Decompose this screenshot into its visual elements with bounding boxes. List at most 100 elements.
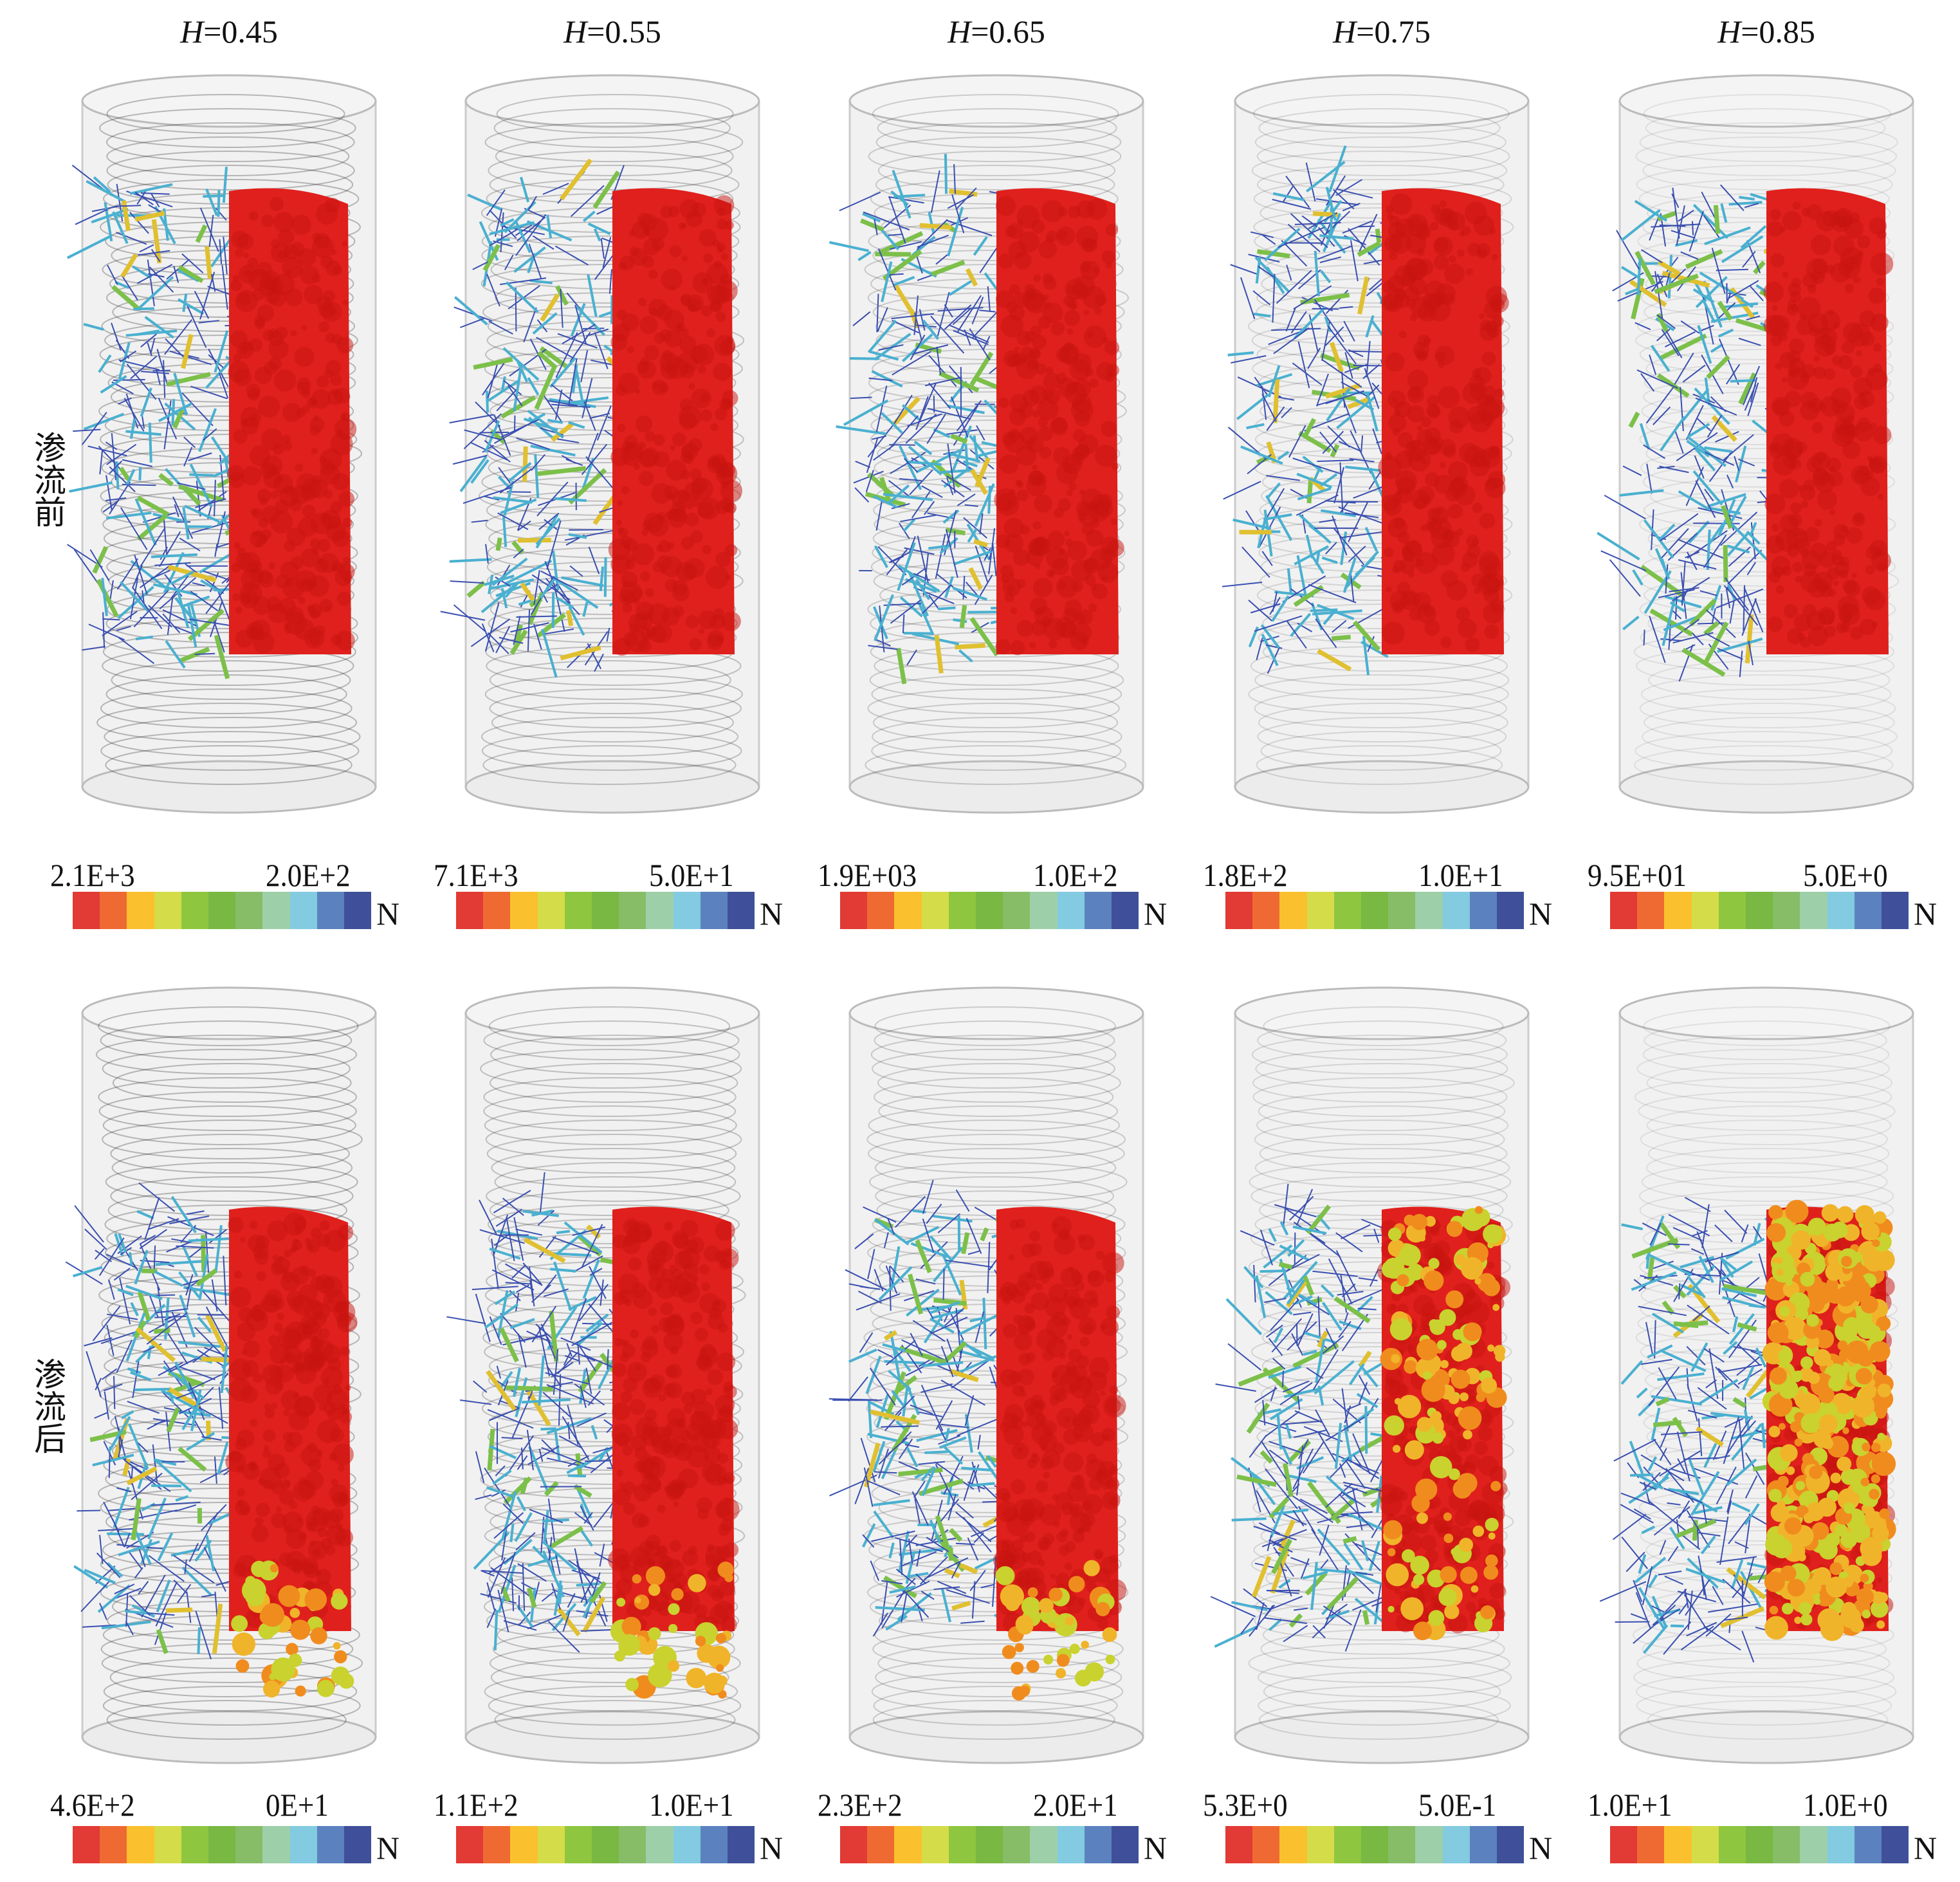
force-chain: [1710, 1412, 1753, 1420]
force-chain: [1342, 1536, 1357, 1544]
force-chain: [898, 1531, 910, 1573]
force-chain: [1641, 1526, 1656, 1535]
cylinder-panel: [440, 74, 760, 814]
force-chain: [113, 1587, 142, 1600]
eroded-particle: [1404, 1360, 1418, 1374]
particle: [282, 257, 304, 279]
particle: [1865, 368, 1888, 391]
force-chain: [934, 1461, 975, 1490]
particle: [717, 1419, 738, 1439]
force-chain: [859, 1332, 874, 1353]
force-chain: [554, 497, 587, 503]
particle: [691, 388, 711, 409]
force-chain: [1286, 1280, 1308, 1308]
force-chain: [940, 1499, 960, 1522]
particle: [690, 497, 700, 507]
particle: [621, 1343, 636, 1358]
force-chain: [1267, 1535, 1272, 1551]
particle: [633, 463, 640, 470]
force-chain: [1249, 1604, 1276, 1637]
force-chain: [508, 462, 532, 482]
force-chain: [1269, 1596, 1303, 1611]
particle: [1469, 1500, 1489, 1520]
particle: [651, 483, 672, 504]
particle: [1467, 544, 1481, 558]
force-chain: [1290, 213, 1328, 248]
force-chain: [522, 1563, 526, 1611]
force-chain: [968, 567, 983, 590]
force-chain: [188, 452, 212, 461]
force-chain: [1303, 1331, 1336, 1344]
force-chain: [101, 1368, 118, 1380]
force-chain: [486, 273, 500, 307]
particle: [1844, 284, 1855, 293]
force-chain: [509, 1523, 515, 1542]
force-chain: [1705, 609, 1736, 638]
force-chain: [118, 1233, 127, 1253]
force-chain: [561, 576, 604, 587]
particle: [1417, 335, 1431, 348]
force-chain: [937, 606, 956, 611]
force-chain: [951, 1561, 961, 1579]
eroded-particle: [262, 1680, 280, 1698]
force-chain: [882, 1343, 906, 1352]
force-chain: [1704, 226, 1751, 246]
force-chain: [1342, 557, 1357, 593]
force-chain: [964, 1395, 975, 1426]
force-chain: [947, 194, 975, 209]
force-chain: [479, 1199, 498, 1235]
particle: [616, 520, 622, 526]
force-chain: [1716, 268, 1748, 272]
force-chain: [946, 1589, 990, 1604]
force-chain: [957, 493, 976, 506]
particle: [1003, 517, 1024, 538]
force-chain: [459, 318, 484, 328]
particle: [652, 1434, 673, 1455]
force-chain: [904, 547, 935, 555]
particle: [1071, 580, 1084, 593]
force-chain: [1256, 1602, 1265, 1630]
particle: [254, 318, 265, 329]
force-chain: [1266, 266, 1285, 295]
force-chain: [150, 569, 170, 580]
eroded-particle: [1493, 1345, 1506, 1357]
force-chain: [969, 1482, 995, 1487]
particle: [1019, 1385, 1025, 1392]
particle: [1836, 622, 1848, 634]
force-chain: [174, 1504, 197, 1512]
force-chain: [201, 1594, 216, 1598]
force-chain: [1678, 1500, 1690, 1519]
particle: [618, 262, 627, 271]
particle: [713, 362, 731, 382]
force-chain: [1317, 1528, 1351, 1566]
eroded-particle: [724, 1573, 733, 1582]
force-chain: [1303, 1275, 1315, 1296]
particle: [295, 463, 304, 472]
force-chain: [1715, 430, 1739, 443]
force-chain: [488, 575, 494, 595]
force-chain: [1741, 598, 1757, 636]
eroded-particle: [1483, 1565, 1499, 1580]
force-chain: [1282, 575, 1326, 603]
force-chain: [522, 1210, 560, 1217]
particle: [653, 434, 665, 446]
force-chain: [602, 237, 612, 268]
particle: [1840, 420, 1851, 431]
particle: [623, 580, 629, 587]
force-chain: [475, 1494, 492, 1500]
force-chain: [964, 329, 971, 346]
force-chain: [920, 1591, 935, 1600]
force-chain: [1720, 1268, 1735, 1287]
force-chain: [1344, 1609, 1362, 1652]
force-chain: [1285, 176, 1310, 208]
force-chain: [1723, 1416, 1739, 1464]
force-chain: [967, 528, 978, 543]
force-chain: [1677, 1458, 1686, 1473]
eroded-particle: [1432, 1432, 1444, 1444]
particle: [615, 1432, 630, 1447]
particle: [1102, 1252, 1124, 1275]
particle: [1058, 498, 1071, 512]
force-chain: [1678, 644, 1694, 682]
force-chain: [874, 594, 894, 641]
force-chain: [195, 224, 208, 243]
